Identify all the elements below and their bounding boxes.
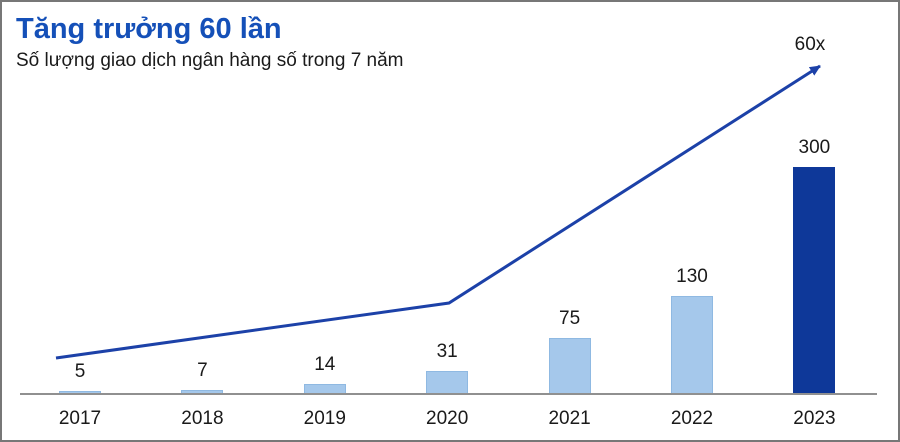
x-tick-label-2022: 2022: [670, 408, 714, 429]
value-label-2017: 5: [74, 361, 86, 382]
x-tick-label-2017: 2017: [58, 408, 102, 429]
value-label-2018: 7: [197, 360, 208, 381]
bar-2023: [793, 167, 836, 395]
x-axis-line: [20, 393, 877, 395]
trend-annotation-label: 60x: [794, 34, 826, 55]
chart-title: Tăng trưởng 60 lần: [16, 13, 282, 45]
value-label-2021: 75: [559, 308, 581, 329]
value-label-2019: 14: [314, 354, 336, 375]
x-tick-label-2019: 2019: [303, 408, 346, 429]
x-tick-label-2021: 2021: [548, 408, 591, 429]
value-label-2020: 31: [436, 341, 458, 362]
bar-2022: [671, 296, 713, 395]
x-tick-label-2023: 2023: [793, 408, 836, 429]
bar-2021: [548, 338, 591, 395]
bar-2020: [426, 371, 469, 395]
x-tick-label-2020: 2020: [426, 408, 469, 429]
value-label-2023: 300: [798, 137, 831, 158]
x-tick-label-2018: 2018: [181, 408, 224, 429]
value-label-2022: 130: [676, 266, 708, 287]
